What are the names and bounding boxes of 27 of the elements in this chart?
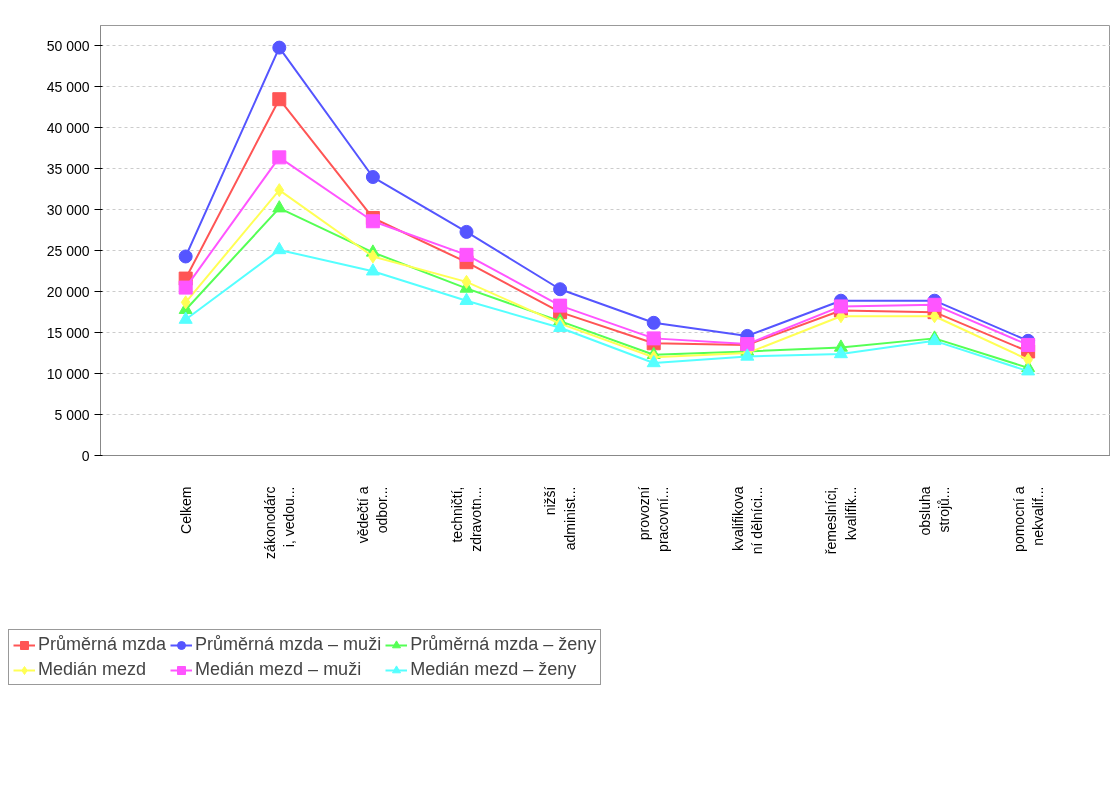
y-tick-label: 30 000 [46,201,90,218]
x-tick-label: zákonodárc i, vedou... [261,486,297,559]
x-tick-label: Celkem [177,486,194,534]
x-tick-label: pomocní a nekvalif... [1010,486,1046,552]
y-tick-label: 40 000 [46,119,90,136]
y-tick-label: 50 000 [46,37,90,54]
y-tick-label: 5 000 [54,406,90,423]
x-tick-label: obsluha strojů... [916,486,953,536]
y-tick-label: 20 000 [46,283,90,300]
y-tick-label: 10 000 [46,365,90,382]
x-tick-label: techničtí, zdravotn... [448,486,485,552]
legend-label: Průměrná mzda – ženy [410,634,597,655]
legend-label: Medián mezd – muži [195,659,362,680]
y-tick-label: 0 [81,447,90,464]
legend-label: Medián mezd [38,659,147,680]
legend-label: Průměrná mzda – muži [195,634,382,655]
y-tick-label: 45 000 [46,78,90,95]
x-tick-label: řemeslníci, kvalifik... [823,486,859,555]
legend-label: Medián mezd – ženy [410,659,577,680]
legend-label: Průměrná mzda [38,634,167,655]
x-tick-label: nižší administ... [542,486,578,551]
x-tick-label: kvalifikova ní dělníci... [729,486,765,555]
y-tick-label: 15 000 [46,324,90,341]
y-tick-label: 25 000 [46,242,90,259]
x-tick-label: provozní pracovní... [636,486,672,552]
y-tick-label: 35 000 [46,160,90,177]
x-tick-label: vědečtí a odbor... [355,486,391,544]
